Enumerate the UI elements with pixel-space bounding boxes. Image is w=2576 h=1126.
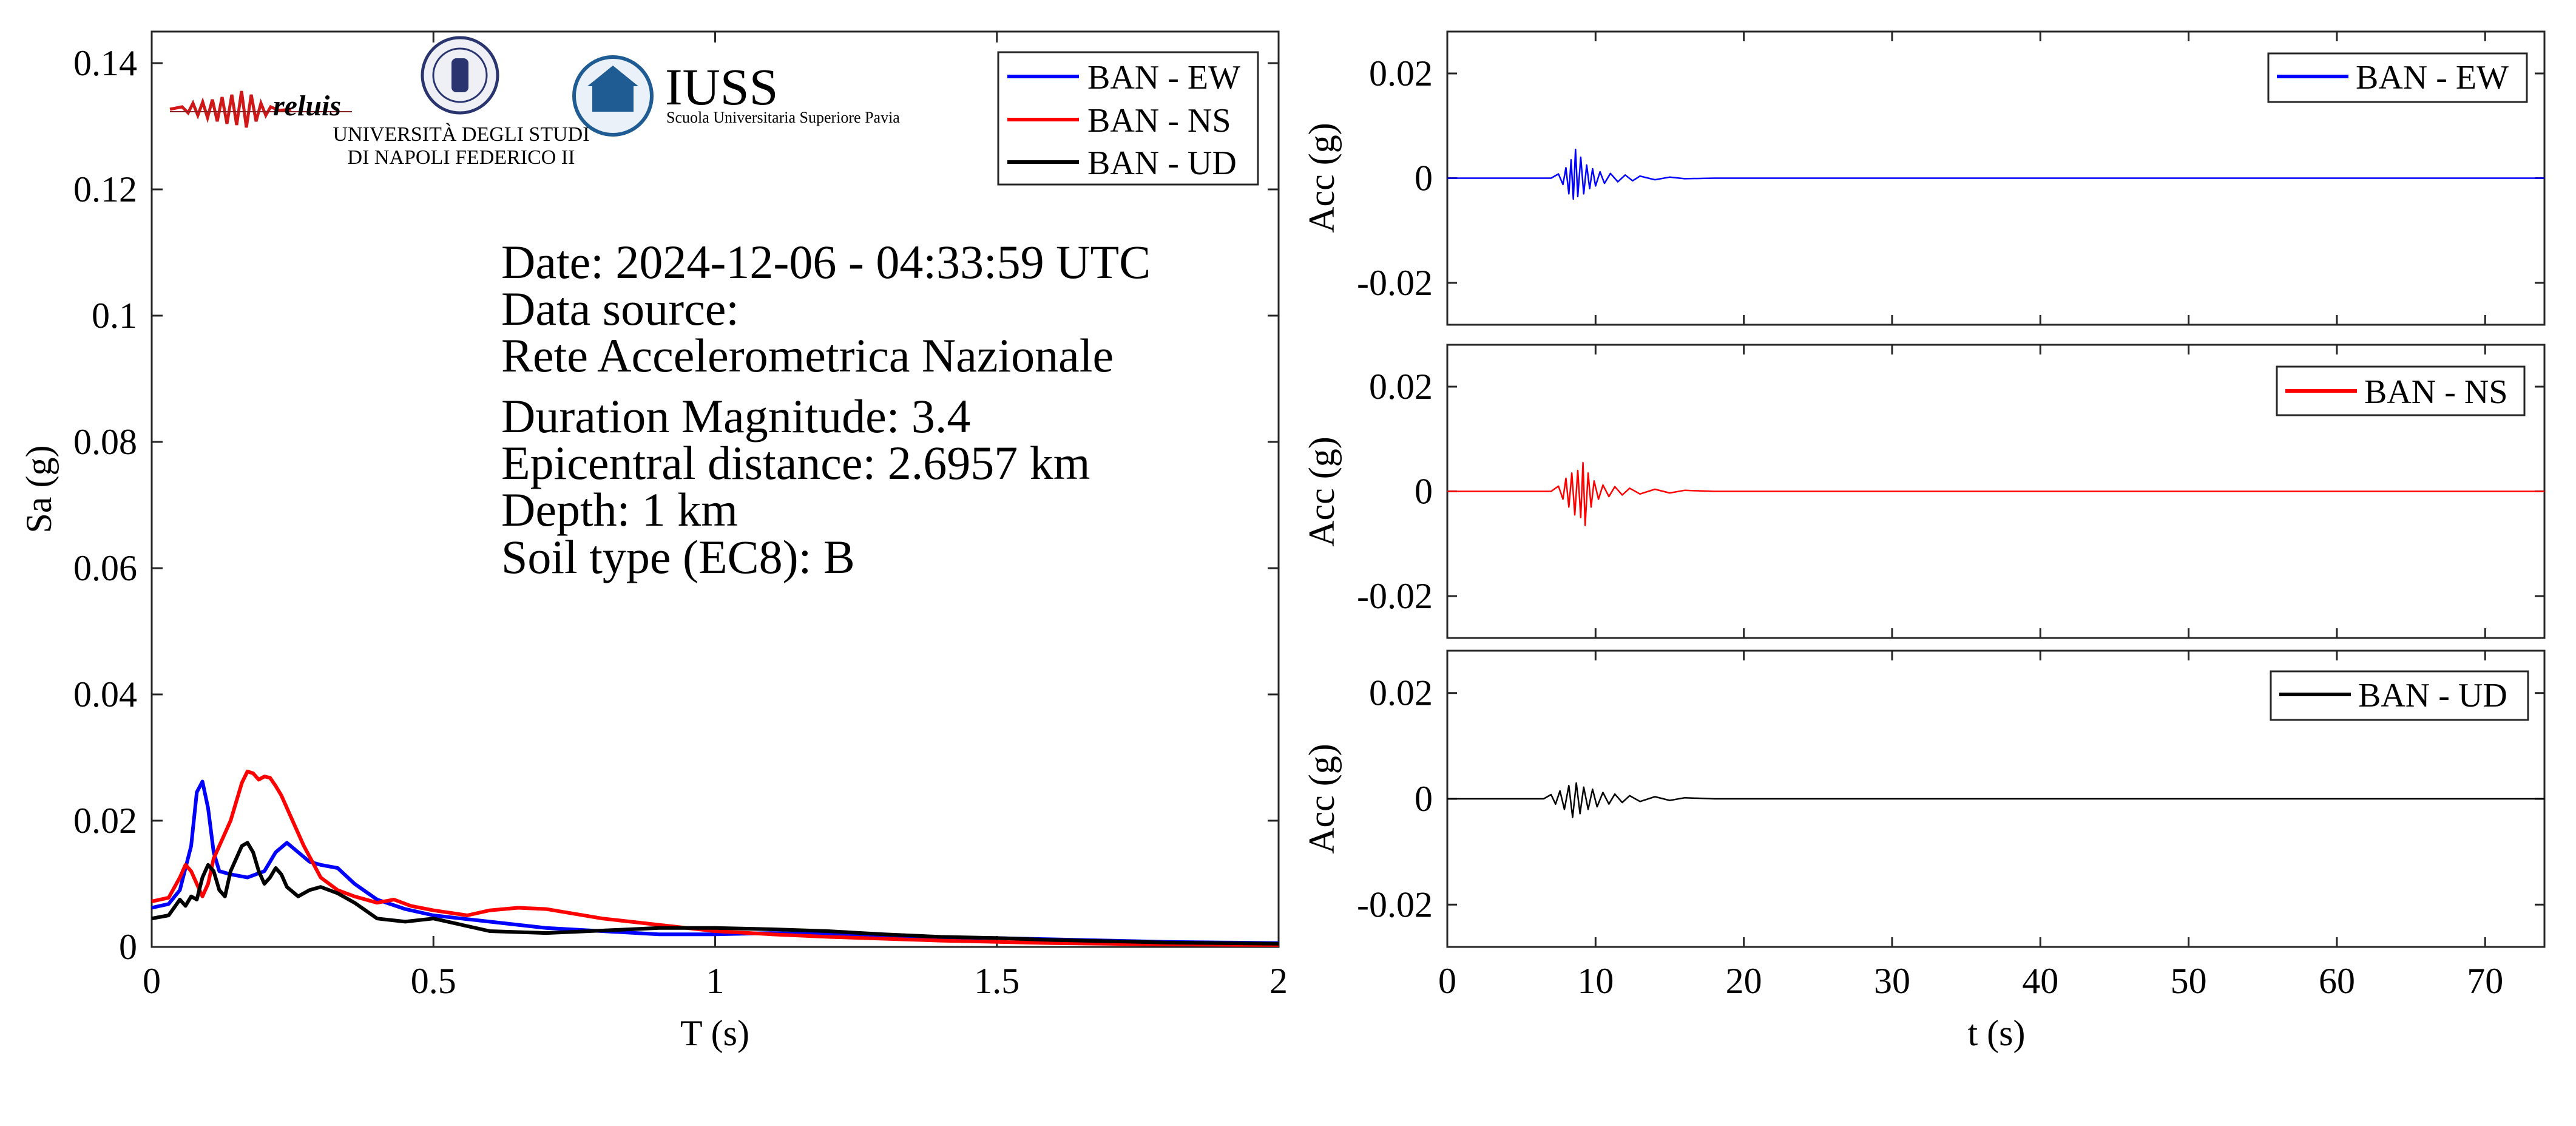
- spectrum-y-tick-label: 0: [119, 927, 137, 967]
- acc-ns-y-tick-label: -0.02: [1357, 576, 1433, 616]
- iuss-emblem-roof: [587, 66, 638, 86]
- acc-panel-ew: -0.02 0 0.02 Acc (g) BAN - EW: [1302, 30, 2546, 326]
- acc-x-tick-label: 60: [2319, 961, 2355, 1001]
- spectrum-x-tick-label: 1.5: [974, 961, 1019, 1001]
- event-date: Date: 2024-12-06 - 04:33:59 UTC: [501, 236, 1151, 288]
- spectrum-lines: [151, 769, 1279, 947]
- acc-ew-ticks: -0.02 0 0.02: [1357, 32, 2544, 325]
- acc-x-tick-label: 50: [2171, 961, 2207, 1001]
- acc-ew-trace: [1447, 148, 2544, 200]
- spectrum-y-tick-label: 0.08: [73, 422, 137, 462]
- spectrum-y-tick-label: 0.14: [73, 43, 137, 83]
- acc-ew-y-tick-label: -0.02: [1357, 263, 1433, 303]
- spectrum-x-label: T (s): [680, 1013, 749, 1053]
- acc-ew-y-tick-label: 0.02: [1369, 53, 1433, 93]
- acc-ns-ticks: -0.02 0 0.02: [1357, 345, 2544, 638]
- reluis-wordmark: reluis: [273, 90, 341, 122]
- acc-ud-y-tick-label: 0.02: [1369, 673, 1433, 713]
- spectrum-x-tick-label: 0.5: [411, 961, 456, 1001]
- event-magnitude: Duration Magnitude: 3.4: [501, 390, 970, 443]
- acc-ud-y-tick-label: -0.02: [1357, 884, 1433, 924]
- acc-x-tick-label: 70: [2467, 961, 2503, 1001]
- event-info: Date: 2024-12-06 - 04:33:59 UTC Data sou…: [501, 236, 1151, 583]
- acc-ew-y-label: Acc (g): [1302, 123, 1342, 233]
- acc-panel-ns: -0.02 0 0.02 Acc (g) BAN - NS: [1302, 344, 2546, 639]
- event-source-label: Data source:: [501, 282, 739, 335]
- legend-label-ud: BAN - UD: [1087, 144, 1237, 182]
- iuss-subtitle: Scuola Universitaria Superiore Pavia: [666, 109, 900, 126]
- acc-x-tick-label: 0: [1438, 961, 1456, 1001]
- acc-ns-y-tick-label: 0: [1415, 472, 1433, 512]
- reluis-seismogram-icon: [169, 90, 292, 128]
- acc-ns-legend-label: BAN - NS: [2364, 373, 2507, 411]
- event-depth: Depth: 1 km: [501, 483, 738, 536]
- acc-ew-legend-label: BAN - EW: [2356, 59, 2509, 97]
- acc-ud-y-label: Acc (g): [1302, 744, 1342, 854]
- acc-ns-y-label: Acc (g): [1302, 436, 1342, 547]
- spectrum-panel: 0 0.5 1 1.5 2 0 0.02 0.04 0.06 0.08 0.1 0.12 0.14 T …: [19, 30, 1288, 1053]
- legend-label-ns: BAN - NS: [1087, 102, 1231, 140]
- spectrum-y-tick-label: 0.06: [73, 548, 137, 588]
- acc-ew-y-tick-label: 0: [1415, 158, 1433, 198]
- acc-ew-legend-box: [2267, 52, 2528, 103]
- acc-ew-series: [1447, 148, 2544, 200]
- legend-label-ew: BAN - EW: [1087, 59, 1240, 97]
- acc-x-tick-label: 10: [1577, 961, 1614, 1001]
- unina-name-line2: DI NAPOLI FEDERICO II: [348, 146, 575, 169]
- acc-x-label: t (s): [1968, 1013, 2026, 1053]
- iuss-logo: IUSS Scuola Universitaria Superiore Pavi…: [572, 55, 900, 137]
- event-soil-type: Soil type (EC8): B: [501, 531, 855, 583]
- acc-ud-y-tick-label: 0: [1415, 779, 1433, 819]
- spectrum-y-tick-label: 0.04: [73, 674, 137, 714]
- unina-seal-figure: [451, 58, 468, 92]
- reluis-logo: reluis: [169, 90, 352, 128]
- event-distance: Epicentral distance: 2.6957 km: [501, 436, 1090, 489]
- acc-x-tick-label: 20: [1726, 961, 1762, 1001]
- unina-seal-inner: [432, 47, 488, 103]
- iuss-emblem-building: [592, 85, 634, 112]
- spectrum-series-ud: [151, 841, 1279, 946]
- spectrum-y-label: Sa (g): [19, 446, 59, 534]
- acc-ud-trace: [1447, 782, 2544, 818]
- acc-ud-legend-label: BAN - UD: [2358, 677, 2507, 714]
- acc-x-tick-label: 30: [1874, 961, 1910, 1001]
- spectrum-legend: BAN - EW BAN - NS BAN - UD: [997, 51, 1259, 186]
- spectrum-x-tick-label: 2: [1269, 961, 1288, 1001]
- unina-logo: UNIVERSITÀ DEGLI STUDI DI NAPOLI FEDERIC…: [333, 36, 590, 169]
- spectrum-y-tick-label: 0.12: [73, 169, 137, 209]
- acc-ns-y-tick-label: 0.02: [1369, 367, 1433, 407]
- acc-ud-series: [1447, 782, 2544, 818]
- acc-ns-series: [1447, 461, 2544, 526]
- event-source: Rete Accelerometrica Nazionale: [501, 329, 1114, 382]
- spectrum-y-tick-label: 0.02: [73, 801, 137, 841]
- spectrum-x-tick-label: 1: [706, 961, 725, 1001]
- acc-ns-trace: [1447, 461, 2544, 526]
- spectrum-y-tick-label: 0.1: [92, 296, 137, 336]
- acc-x-tick-label: 40: [2022, 961, 2058, 1001]
- iuss-name: IUSS: [665, 58, 778, 116]
- spectrum-x-tick-label: 0: [143, 961, 161, 1001]
- unina-name-line1: UNIVERSITÀ DEGLI STUDI: [333, 123, 589, 146]
- spectrum-ticks: 0 0.5 1 1.5 2 0 0.02 0.04 0.06 0.08 0.1 0.12 0.14: [73, 32, 1288, 1001]
